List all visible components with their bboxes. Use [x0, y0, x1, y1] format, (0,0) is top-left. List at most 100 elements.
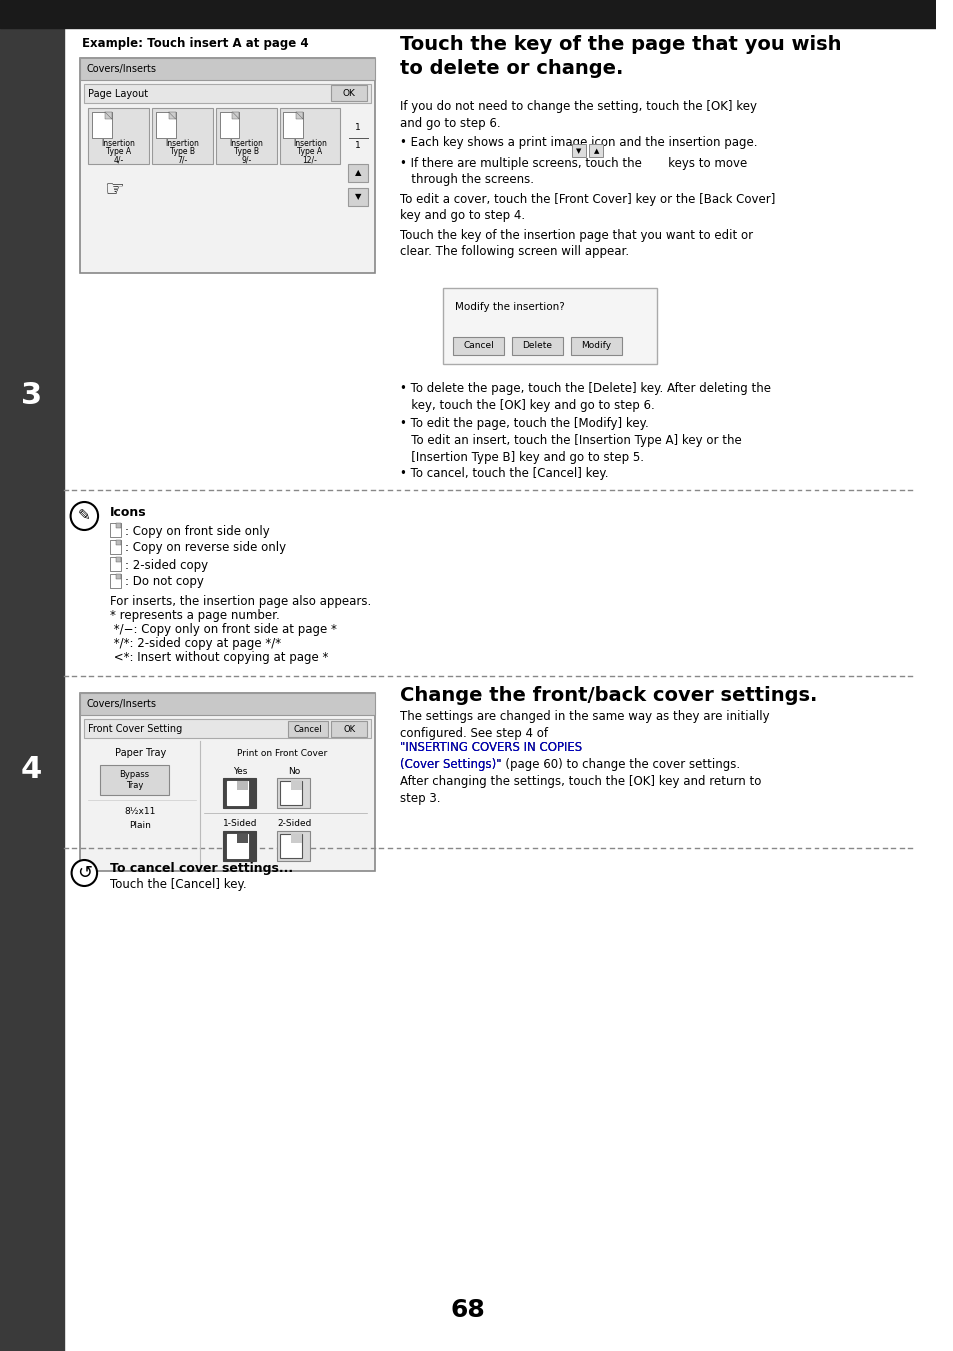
- Bar: [226, 781, 248, 805]
- Text: ▲: ▲: [355, 169, 361, 177]
- Text: */−: Copy only on front side at page *: */−: Copy only on front side at page *: [110, 623, 336, 636]
- Bar: [0, 0, 935, 28]
- Text: Example: Touch insert A at page 4: Example: Touch insert A at page 4: [82, 36, 309, 50]
- Text: OK: OK: [343, 724, 355, 734]
- Bar: [80, 693, 375, 871]
- Text: Insertion: Insertion: [293, 139, 327, 149]
- Text: ☞: ☞: [104, 180, 124, 200]
- Text: Covers/Inserts: Covers/Inserts: [86, 63, 156, 74]
- Text: 68: 68: [450, 1298, 485, 1323]
- Text: Covers/Inserts: Covers/Inserts: [86, 698, 156, 709]
- Text: Type A: Type A: [297, 147, 322, 157]
- Circle shape: [71, 503, 98, 530]
- Bar: [226, 834, 248, 858]
- Bar: [443, 288, 657, 363]
- Text: If you do not need to change the setting, touch the [OK] key
and go to step 6.: If you do not need to change the setting…: [399, 100, 757, 130]
- Text: 1-Sided: 1-Sided: [223, 819, 257, 828]
- Text: "INSERTING COVERS IN COPIES
(Cover Settings)": "INSERTING COVERS IN COPIES (Cover Setti…: [399, 740, 581, 771]
- Text: ↺: ↺: [76, 865, 91, 882]
- Text: Cancel: Cancel: [294, 724, 322, 734]
- Bar: [89, 108, 149, 163]
- Bar: [80, 58, 375, 80]
- Text: Paper Tray: Paper Tray: [114, 748, 166, 758]
- Text: ▲: ▲: [593, 149, 598, 154]
- Bar: [280, 834, 302, 858]
- Text: ✎: ✎: [78, 508, 91, 523]
- Text: Type A: Type A: [106, 147, 132, 157]
- Bar: [80, 58, 375, 273]
- Text: 2-Sided: 2-Sided: [276, 819, 311, 828]
- Bar: [80, 693, 375, 715]
- Bar: [110, 523, 120, 536]
- Text: Front Cover Setting: Front Cover Setting: [89, 724, 182, 734]
- Text: • To edit the page, touch the [Modify] key.
   To edit an insert, touch the [Ins: • To edit the page, touch the [Modify] k…: [399, 417, 741, 463]
- Bar: [280, 781, 302, 805]
- Bar: [348, 163, 368, 182]
- Text: 1: 1: [355, 123, 360, 132]
- Text: * represents a page number.: * represents a page number.: [110, 609, 279, 621]
- Text: Touch the key of the insertion page that you want to edit or
clear. The followin: Touch the key of the insertion page that…: [399, 228, 753, 258]
- Bar: [222, 831, 255, 861]
- Bar: [331, 85, 366, 101]
- Bar: [571, 145, 585, 157]
- Bar: [291, 834, 302, 843]
- Bar: [92, 112, 112, 138]
- Text: OK: OK: [342, 89, 355, 97]
- Text: Type B: Type B: [170, 147, 194, 157]
- Bar: [348, 188, 368, 205]
- Text: Touch the key of the page that you wish
to delete or change.: Touch the key of the page that you wish …: [399, 35, 841, 78]
- Text: 4: 4: [21, 755, 42, 785]
- Text: 1: 1: [355, 141, 360, 150]
- Bar: [512, 336, 562, 355]
- Text: Delete: Delete: [522, 342, 552, 350]
- Text: : Copy on reverse side only: : Copy on reverse side only: [125, 542, 285, 554]
- Text: To cancel cover settings...: To cancel cover settings...: [110, 862, 293, 875]
- Bar: [115, 540, 120, 544]
- Bar: [110, 557, 120, 571]
- Bar: [84, 719, 371, 738]
- Bar: [222, 778, 255, 808]
- Bar: [570, 336, 621, 355]
- Text: • To delete the page, touch the [Delete] key. After deleting the
   key, touch t: • To delete the page, touch the [Delete]…: [399, 382, 770, 412]
- Text: Cancel: Cancel: [463, 342, 494, 350]
- Text: : 2-sided copy: : 2-sided copy: [125, 558, 208, 571]
- Text: For inserts, the insertion page also appears.: For inserts, the insertion page also app…: [110, 594, 371, 608]
- Text: : Copy on front side only: : Copy on front side only: [125, 524, 269, 538]
- Text: Icons: Icons: [110, 507, 147, 519]
- Bar: [279, 108, 340, 163]
- Bar: [237, 781, 248, 790]
- Bar: [295, 112, 303, 119]
- Bar: [0, 0, 64, 1351]
- Bar: [453, 336, 503, 355]
- Text: • To cancel, touch the [Cancel] key.: • To cancel, touch the [Cancel] key.: [399, 467, 608, 481]
- Text: Bypass
Tray: Bypass Tray: [119, 770, 150, 790]
- Text: Touch the [Cancel] key.: Touch the [Cancel] key.: [110, 878, 246, 892]
- Bar: [110, 574, 120, 588]
- Bar: [276, 831, 310, 861]
- Text: 7/-: 7/-: [177, 155, 188, 165]
- Bar: [115, 557, 120, 562]
- Bar: [105, 112, 112, 119]
- Text: <*: Insert without copying at page *: <*: Insert without copying at page *: [110, 651, 328, 663]
- Bar: [115, 574, 120, 580]
- Bar: [288, 721, 327, 738]
- Text: • If there are multiple screens, touch the       keys to move
   through the scr: • If there are multiple screens, touch t…: [399, 157, 746, 186]
- Text: 3: 3: [21, 381, 42, 409]
- Bar: [115, 523, 120, 528]
- Bar: [237, 834, 248, 843]
- Bar: [152, 108, 213, 163]
- Text: Change the front/back cover settings.: Change the front/back cover settings.: [399, 686, 817, 705]
- Bar: [291, 781, 302, 790]
- Bar: [233, 112, 239, 119]
- Text: Type B: Type B: [233, 147, 258, 157]
- Text: Page Layout: Page Layout: [89, 89, 149, 99]
- Bar: [331, 721, 366, 738]
- Text: 12/-: 12/-: [302, 155, 317, 165]
- Text: Insertion: Insertion: [102, 139, 135, 149]
- Text: Plain: Plain: [130, 821, 151, 831]
- Bar: [100, 765, 169, 794]
- Text: No: No: [288, 766, 300, 775]
- Bar: [155, 112, 175, 138]
- Bar: [110, 540, 120, 554]
- Text: 9/-: 9/-: [241, 155, 251, 165]
